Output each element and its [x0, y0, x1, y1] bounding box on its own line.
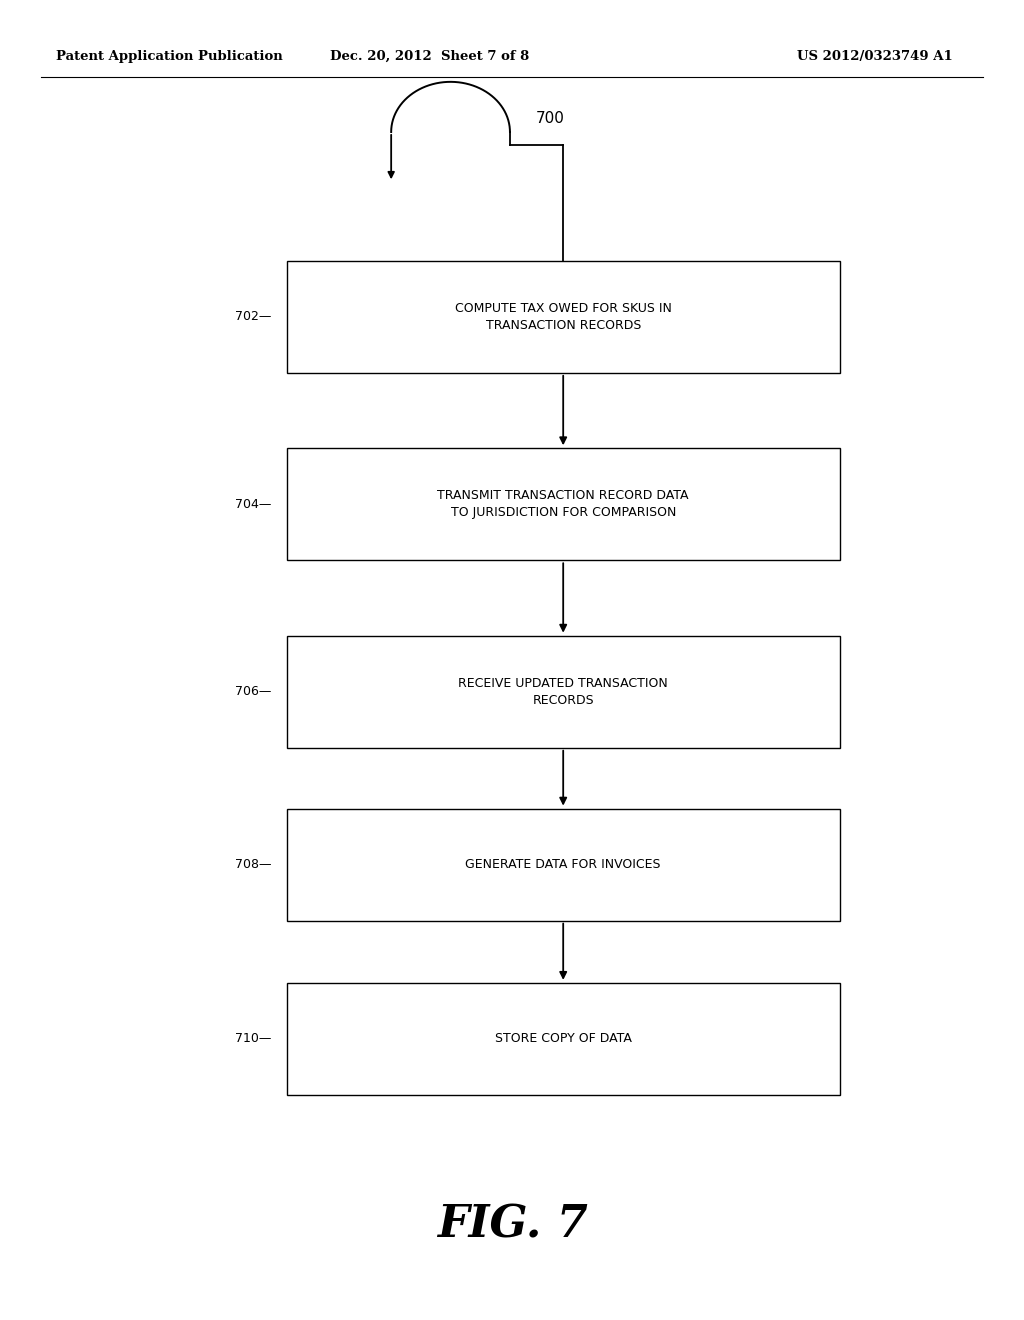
Text: TRANSMIT TRANSACTION RECORD DATA
TO JURISDICTION FOR COMPARISON: TRANSMIT TRANSACTION RECORD DATA TO JURI… [437, 490, 689, 519]
Text: Patent Application Publication: Patent Application Publication [56, 50, 283, 63]
Text: FIG. 7: FIG. 7 [436, 1204, 588, 1246]
Text: Dec. 20, 2012  Sheet 7 of 8: Dec. 20, 2012 Sheet 7 of 8 [331, 50, 529, 63]
Text: 700: 700 [536, 111, 564, 127]
Text: 706—: 706— [234, 685, 271, 698]
Text: 710—: 710— [234, 1032, 271, 1045]
Bar [287, 982, 840, 1096]
Bar [287, 449, 840, 560]
Bar [287, 261, 840, 372]
Text: GENERATE DATA FOR INVOICES: GENERATE DATA FOR INVOICES [466, 858, 660, 871]
Text: COMPUTE TAX OWED FOR SKUS IN
TRANSACTION RECORDS: COMPUTE TAX OWED FOR SKUS IN TRANSACTION… [455, 302, 672, 331]
Text: STORE COPY OF DATA: STORE COPY OF DATA [495, 1032, 632, 1045]
Text: RECEIVE UPDATED TRANSACTION
RECORDS: RECEIVE UPDATED TRANSACTION RECORDS [459, 677, 668, 706]
Text: 704—: 704— [234, 498, 271, 511]
Bar [287, 808, 840, 921]
Text: 702—: 702— [234, 310, 271, 323]
Text: 708—: 708— [234, 858, 271, 871]
Text: US 2012/0323749 A1: US 2012/0323749 A1 [797, 50, 952, 63]
Bar [287, 636, 840, 747]
